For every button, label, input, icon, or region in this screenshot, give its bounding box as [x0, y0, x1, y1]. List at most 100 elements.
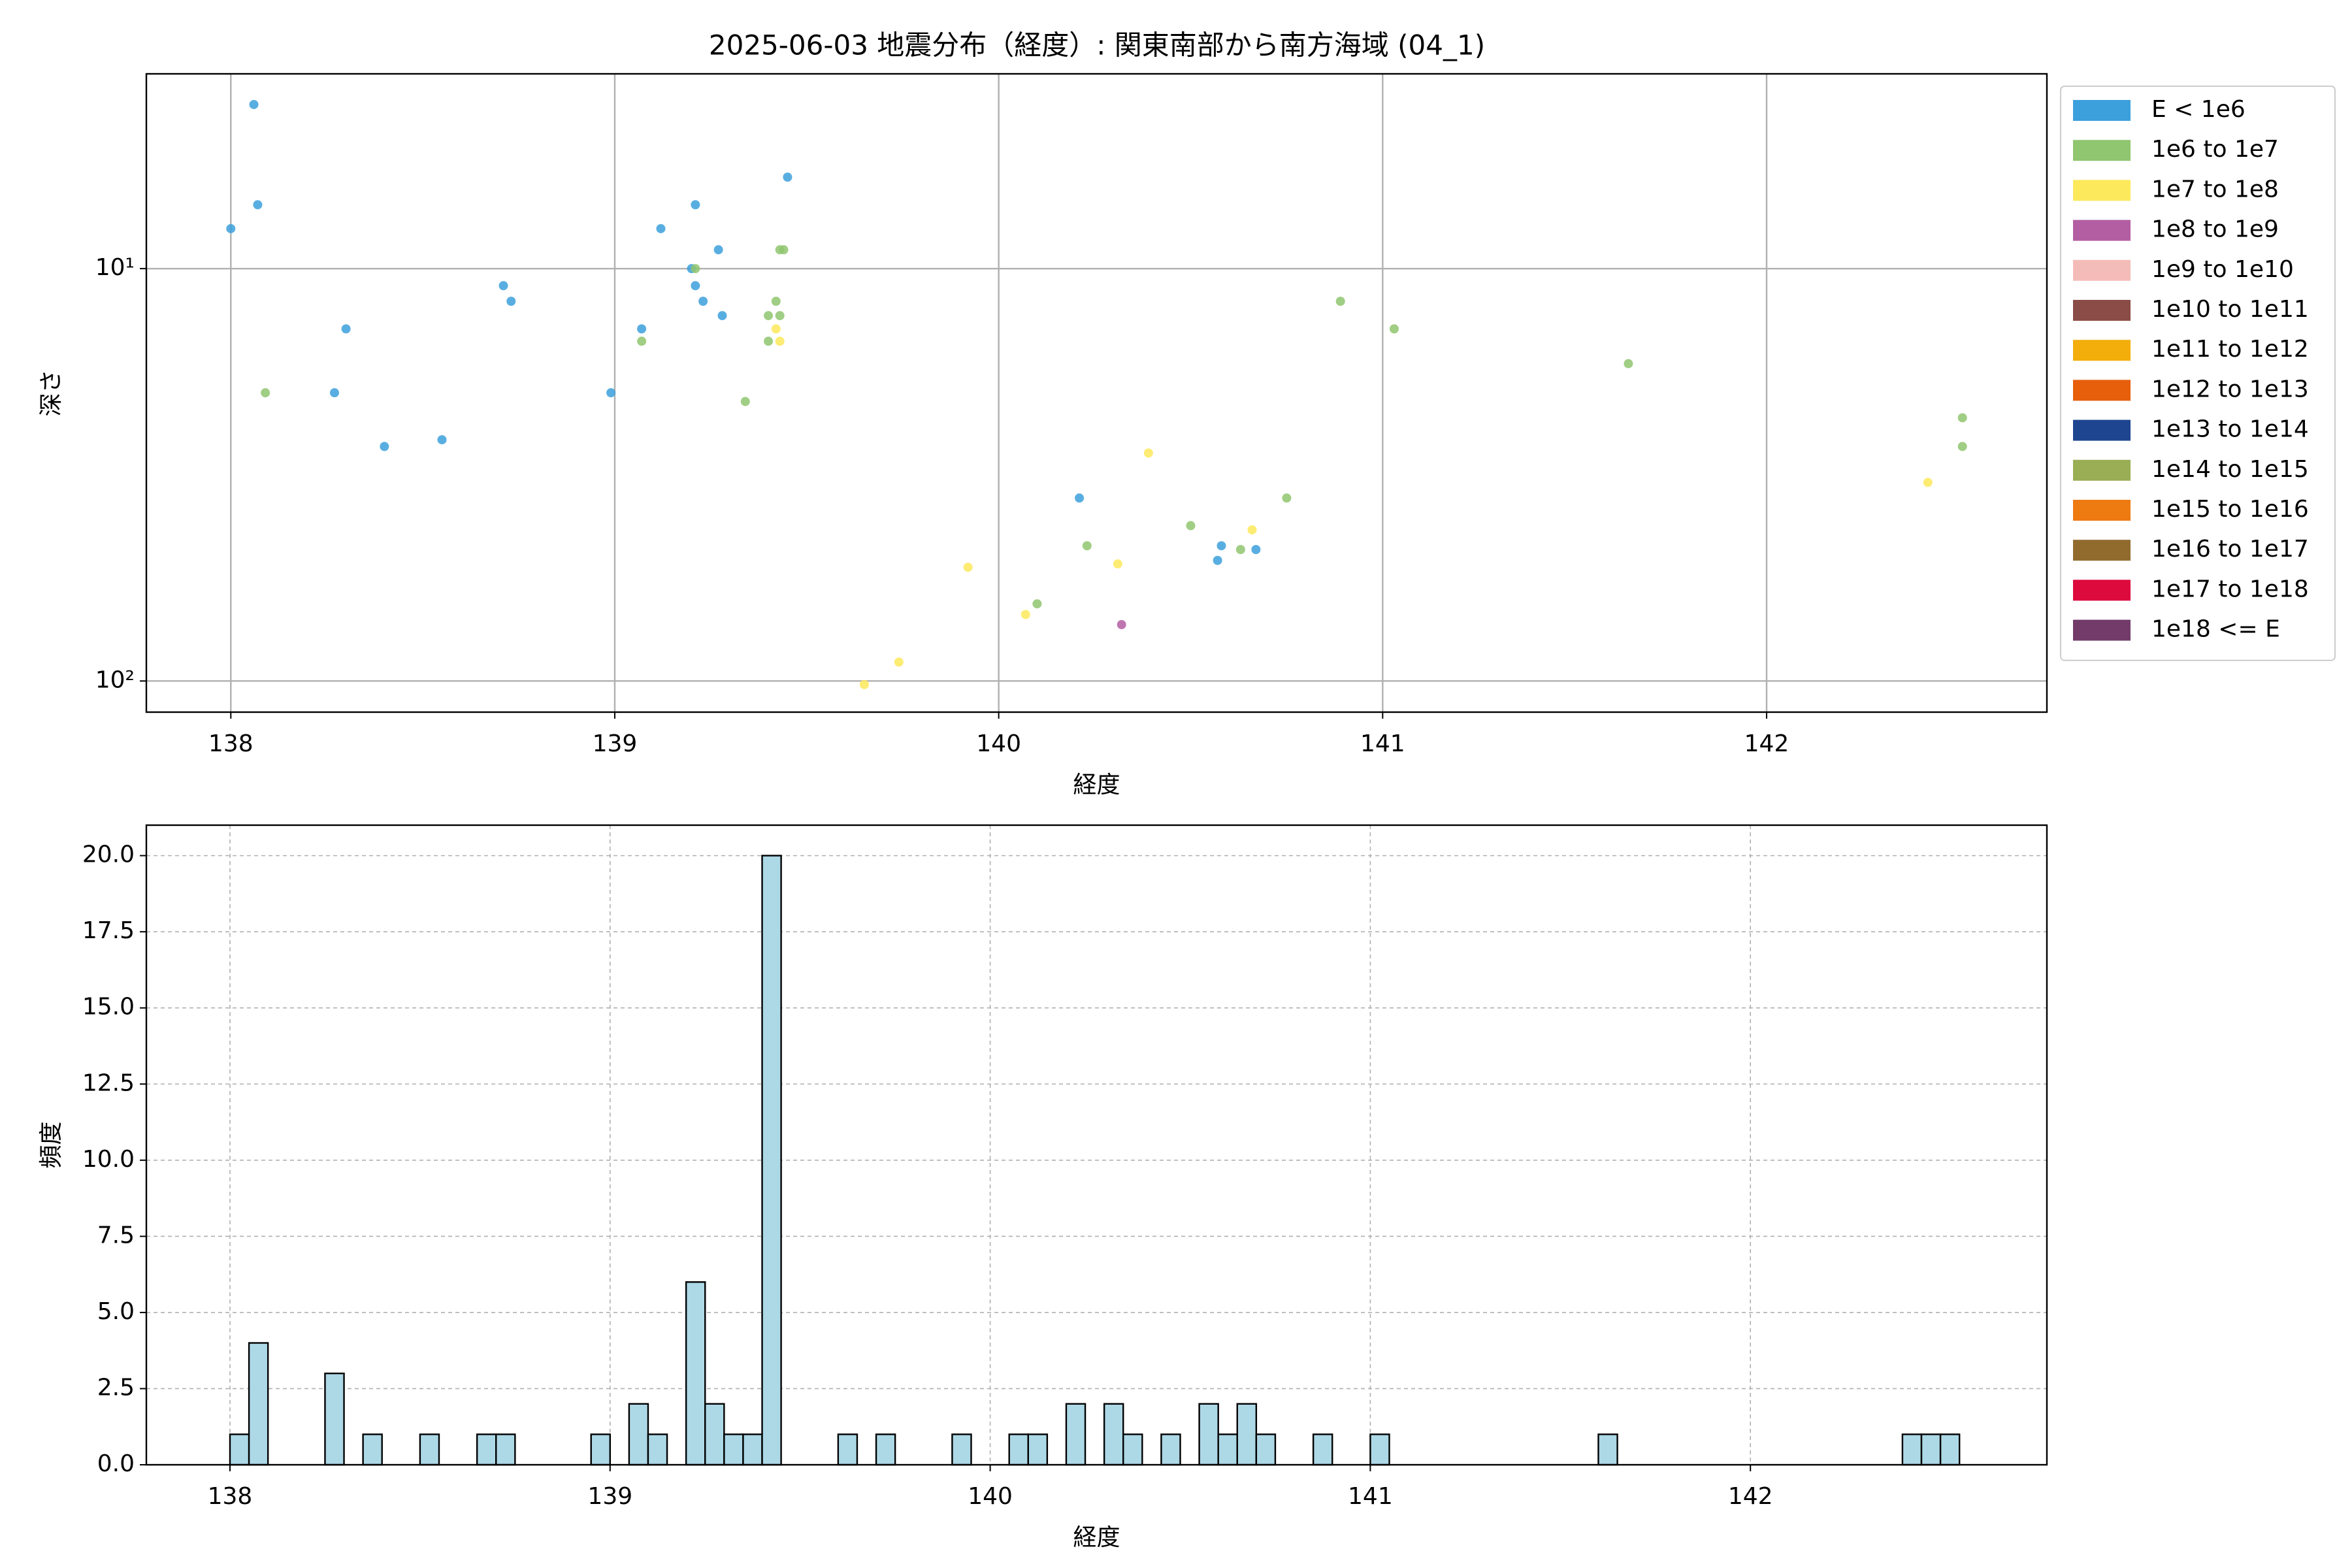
- x-tick-label: 139: [593, 730, 638, 757]
- bar: [1103, 1403, 1124, 1466]
- bar: [1008, 1433, 1029, 1466]
- point: [1957, 442, 1967, 451]
- point: [717, 311, 727, 321]
- bar: [875, 1433, 896, 1466]
- legend-swatch: [2073, 340, 2131, 361]
- legend-swatch: [2073, 300, 2131, 321]
- point: [1957, 413, 1967, 423]
- legend-swatch: [2073, 259, 2131, 281]
- legend-swatch: [2073, 140, 2131, 161]
- point: [606, 388, 616, 398]
- legend-swatch: [2073, 180, 2131, 201]
- plot-frame: [145, 824, 2048, 1466]
- legend-label: E < 1e6: [2151, 96, 2246, 123]
- bar: [1939, 1433, 1961, 1466]
- point: [1186, 521, 1196, 531]
- legend-label: 1e10 to 1e11: [2151, 296, 2309, 323]
- point: [637, 324, 647, 334]
- point: [859, 679, 869, 689]
- point: [775, 311, 785, 321]
- x-tick-label: 142: [1744, 730, 1789, 757]
- point: [1624, 359, 1633, 368]
- x-tick-label: 138: [208, 1483, 253, 1510]
- y-tick-label: 17.5: [82, 917, 135, 944]
- point: [963, 563, 973, 572]
- legend-label: 1e16 to 1e17: [2151, 536, 2309, 563]
- y-tick-label: 7.5: [97, 1222, 135, 1249]
- point: [691, 281, 700, 291]
- x-tick-label: 142: [1728, 1483, 1773, 1510]
- bar: [628, 1403, 649, 1466]
- point: [1021, 610, 1030, 619]
- point: [329, 388, 339, 398]
- y-tick-label: 10.0: [82, 1146, 135, 1173]
- point: [1247, 525, 1257, 534]
- bar: [495, 1433, 516, 1466]
- x-tick-label: 139: [587, 1483, 632, 1510]
- bar: [476, 1433, 497, 1466]
- legend-swatch: [2073, 459, 2131, 481]
- legend-swatch: [2073, 540, 2131, 561]
- y-tick-label: 10²: [95, 666, 135, 693]
- x-axis-label: 経度: [1073, 1524, 1120, 1551]
- point: [1235, 545, 1245, 555]
- bar: [723, 1433, 744, 1466]
- x-tick-label: 140: [968, 1483, 1013, 1510]
- point: [713, 245, 723, 255]
- point: [1389, 324, 1399, 334]
- point: [1075, 493, 1085, 503]
- bar: [1065, 1403, 1086, 1466]
- point: [1082, 541, 1092, 551]
- y-axis-label: 深さ: [38, 369, 65, 416]
- point: [1923, 478, 1933, 487]
- point: [437, 435, 447, 445]
- x-tick-label: 141: [1348, 1483, 1393, 1510]
- point: [775, 336, 785, 346]
- y-tick-label: 12.5: [82, 1070, 135, 1096]
- bar: [761, 855, 782, 1466]
- y-tick-label: 15.0: [82, 994, 135, 1021]
- point: [698, 297, 708, 306]
- legend-swatch: [2073, 419, 2131, 441]
- point: [1251, 545, 1261, 555]
- legend-label: 1e8 to 1e9: [2151, 216, 2279, 243]
- legend-swatch: [2073, 619, 2131, 641]
- point: [1113, 559, 1122, 569]
- legend-label: 1e11 to 1e12: [2151, 336, 2309, 363]
- point: [771, 324, 781, 334]
- point: [380, 442, 389, 451]
- chart-title: 2025-06-03 地震分布（経度）: 関東南部から南方海域 (04_1): [709, 29, 1485, 61]
- bar: [1920, 1433, 1942, 1466]
- bar: [837, 1433, 858, 1466]
- bar: [1160, 1433, 1181, 1466]
- y-axis-label: 頻度: [38, 1121, 65, 1168]
- legend-label: 1e15 to 1e16: [2151, 496, 2309, 523]
- bar: [1122, 1433, 1143, 1466]
- point: [771, 297, 781, 306]
- point: [691, 200, 700, 210]
- point: [764, 336, 774, 346]
- point: [1117, 620, 1126, 630]
- legend-label: 1e12 to 1e13: [2151, 376, 2309, 402]
- point: [894, 657, 904, 667]
- legend-label: 1e6 to 1e7: [2151, 136, 2279, 163]
- point: [1217, 541, 1226, 551]
- bar: [1597, 1433, 1618, 1466]
- point: [779, 245, 789, 255]
- legend-label: 1e9 to 1e10: [2151, 256, 2294, 283]
- point: [740, 397, 750, 406]
- legend-label: 1e7 to 1e8: [2151, 176, 2279, 203]
- point: [253, 200, 263, 210]
- point: [1282, 493, 1292, 503]
- point: [1032, 599, 1042, 609]
- point: [1143, 448, 1153, 458]
- x-tick-label: 140: [976, 730, 1021, 757]
- x-tick-label: 138: [208, 730, 253, 757]
- bar: [419, 1433, 440, 1466]
- legend-label: 1e17 to 1e18: [2151, 576, 2309, 602]
- legend-label: 1e14 to 1e15: [2151, 456, 2309, 483]
- y-tick-label: 0.0: [97, 1450, 135, 1477]
- legend-label: 1e13 to 1e14: [2151, 416, 2309, 443]
